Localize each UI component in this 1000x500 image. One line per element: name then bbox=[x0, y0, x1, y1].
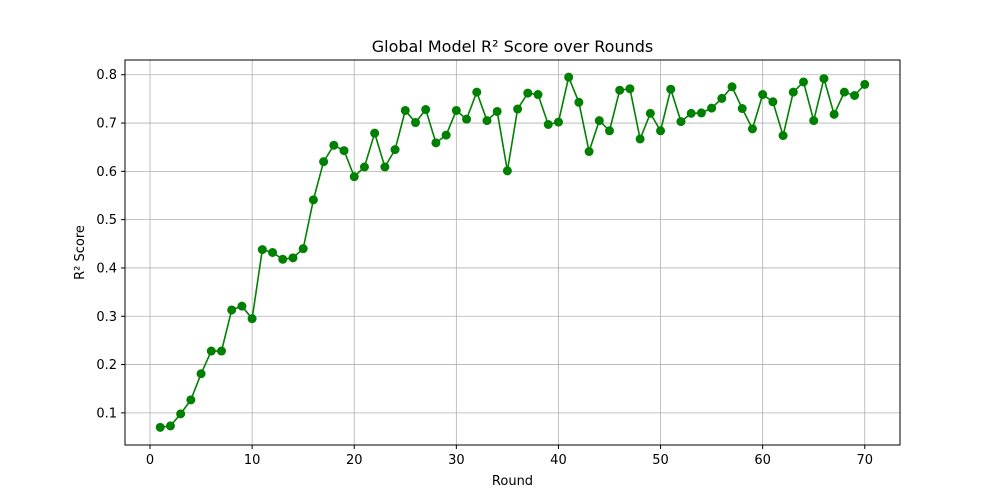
data-point bbox=[380, 162, 390, 172]
y-tick-label: 0.2 bbox=[96, 358, 117, 373]
data-point bbox=[278, 254, 288, 264]
data-point bbox=[165, 421, 175, 431]
x-tick-label: 20 bbox=[346, 453, 363, 468]
data-point bbox=[319, 157, 329, 167]
data-point bbox=[747, 124, 757, 134]
data-point bbox=[339, 146, 349, 156]
y-tick-label: 0.8 bbox=[96, 68, 117, 83]
data-point bbox=[247, 314, 257, 324]
data-point bbox=[329, 140, 339, 150]
x-tick-label: 50 bbox=[652, 453, 669, 468]
data-point bbox=[778, 131, 788, 141]
data-point bbox=[686, 108, 696, 118]
data-point bbox=[564, 72, 574, 82]
data-point bbox=[370, 128, 380, 138]
y-tick-label: 0.4 bbox=[96, 261, 117, 276]
data-point bbox=[839, 87, 849, 97]
data-point bbox=[410, 118, 420, 128]
data-point bbox=[523, 88, 533, 98]
data-point bbox=[819, 74, 829, 84]
y-axis-label: R² Score bbox=[73, 225, 88, 280]
data-point bbox=[502, 166, 512, 176]
data-point bbox=[227, 305, 237, 315]
x-tick-label: 0 bbox=[146, 453, 154, 468]
data-point bbox=[860, 79, 870, 89]
data-point bbox=[645, 108, 655, 118]
y-axis: 0.1 0.2 0.3 0.4 0.5 0.6 0.7 0.8 bbox=[96, 68, 125, 421]
x-tick-label: 30 bbox=[448, 453, 465, 468]
data-point bbox=[298, 244, 308, 254]
chart-title: Global Model R² Score over Rounds bbox=[372, 37, 654, 56]
data-point bbox=[543, 119, 553, 129]
data-point bbox=[462, 114, 472, 124]
x-tick-label: 40 bbox=[550, 453, 567, 468]
data-point bbox=[196, 369, 206, 379]
data-point bbox=[707, 103, 717, 113]
y-tick-label: 0.5 bbox=[96, 213, 117, 228]
data-point bbox=[186, 395, 196, 405]
data-point bbox=[799, 77, 809, 87]
x-tick-label: 10 bbox=[244, 453, 261, 468]
x-axis-label: Round bbox=[492, 474, 533, 489]
x-axis: 0 10 20 30 40 50 60 70 bbox=[146, 445, 873, 468]
data-point bbox=[237, 301, 247, 311]
data-point bbox=[349, 172, 359, 182]
data-point bbox=[717, 93, 727, 103]
data-point bbox=[625, 84, 635, 94]
data-point bbox=[696, 108, 706, 118]
plot-frame bbox=[124, 59, 901, 446]
series-green bbox=[155, 72, 870, 432]
data-point bbox=[206, 346, 216, 356]
data-point bbox=[533, 90, 543, 100]
data-point bbox=[737, 104, 747, 114]
data-point bbox=[850, 91, 860, 101]
data-point bbox=[268, 248, 278, 257]
data-point bbox=[594, 116, 604, 126]
y-tick-label: 0.3 bbox=[96, 310, 117, 325]
data-point bbox=[574, 97, 584, 107]
data-point bbox=[441, 130, 451, 140]
y-tick-label: 0.1 bbox=[96, 406, 117, 421]
data-point bbox=[492, 106, 502, 116]
data-point bbox=[635, 134, 645, 144]
data-point bbox=[829, 109, 839, 119]
data-point bbox=[513, 104, 523, 114]
data-point bbox=[308, 195, 318, 205]
data-point bbox=[768, 97, 778, 107]
data-point bbox=[421, 105, 431, 115]
data-point bbox=[615, 85, 625, 95]
data-point bbox=[400, 105, 410, 115]
data-point bbox=[584, 147, 594, 157]
data-point bbox=[605, 126, 615, 136]
grid bbox=[125, 60, 900, 445]
data-point bbox=[431, 138, 441, 148]
data-point bbox=[176, 409, 186, 419]
data-point bbox=[451, 105, 461, 115]
data-point bbox=[809, 116, 819, 126]
x-tick-label: 70 bbox=[856, 453, 873, 468]
data-point bbox=[257, 245, 267, 255]
data-point bbox=[788, 87, 798, 97]
data-point bbox=[666, 84, 676, 94]
x-tick-label: 60 bbox=[754, 453, 771, 468]
data-point bbox=[758, 90, 768, 100]
data-point bbox=[155, 422, 165, 432]
data-point bbox=[482, 116, 492, 126]
data-point bbox=[676, 117, 686, 127]
y-tick-label: 0.7 bbox=[96, 117, 117, 132]
data-point bbox=[359, 162, 369, 172]
data-point bbox=[390, 145, 400, 155]
y-tick-label: 0.6 bbox=[96, 165, 117, 180]
data-point bbox=[727, 82, 737, 92]
data-point bbox=[288, 253, 298, 263]
data-point bbox=[656, 126, 666, 136]
data-point bbox=[216, 346, 226, 356]
series-line bbox=[160, 74, 866, 429]
data-point bbox=[472, 87, 482, 97]
data-point bbox=[553, 117, 563, 127]
